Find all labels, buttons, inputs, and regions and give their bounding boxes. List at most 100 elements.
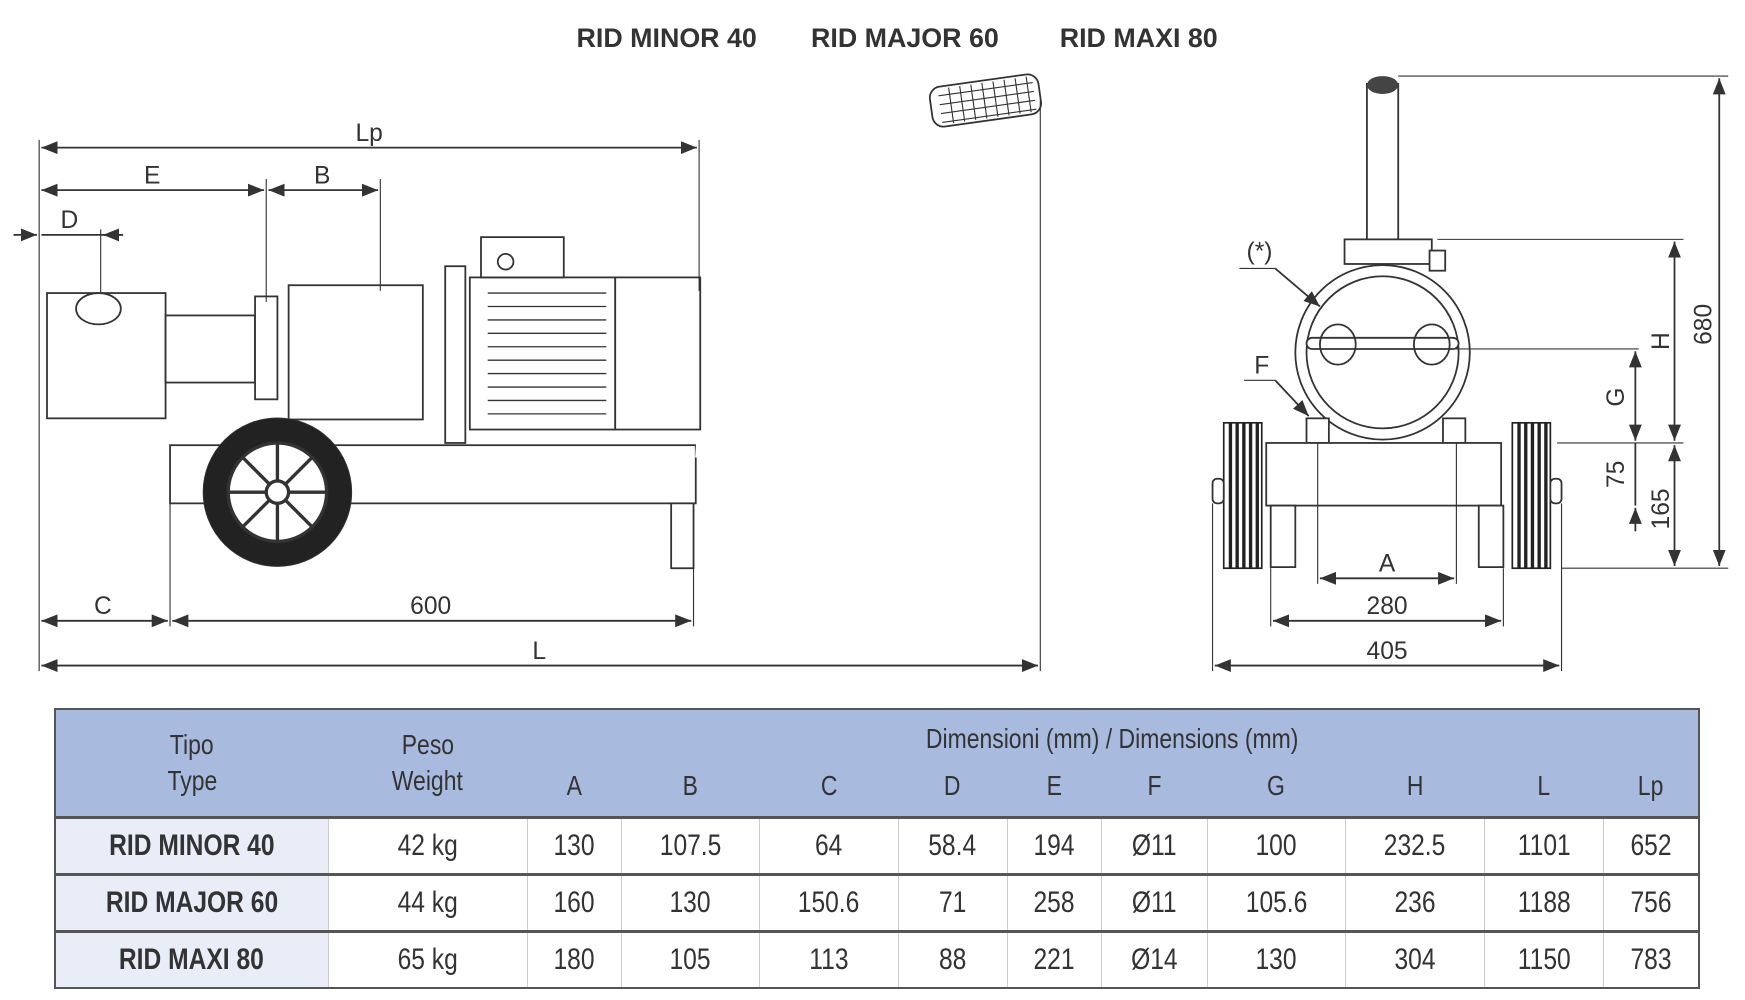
dim-cell: 130 xyxy=(526,816,622,875)
model-names: RID MINOR 40 RID MAJOR 60 RID MAXI 80 xyxy=(576,23,1217,53)
dim-label-c: C xyxy=(94,593,112,620)
dim-cell: 180 xyxy=(526,930,622,988)
dim-label-lp: Lp xyxy=(355,120,382,147)
trolley-base-front xyxy=(1265,442,1503,507)
weight-cell: 42 kg xyxy=(327,816,527,875)
table-row: RID MAJOR 60 44 kg 160 130 150.6 71 258 Ø11 105.… xyxy=(55,873,1699,932)
dim-cell: 105 xyxy=(620,930,760,988)
dim-column-header: B xyxy=(621,756,760,818)
dim-cell: 107.5 xyxy=(620,816,760,875)
dim-cell: 236 xyxy=(1345,873,1485,932)
dim-cell: 1150 xyxy=(1483,930,1604,988)
dim-label-g: G xyxy=(1603,388,1630,407)
dimensions-table: Tipo Type Peso Weight Dimensioni (mm) / … xyxy=(54,708,1700,989)
dim-cell: 160 xyxy=(526,873,622,932)
type-header-it: Tipo xyxy=(170,729,214,760)
dim-column-label: H xyxy=(1406,770,1424,801)
dim-column-header: L xyxy=(1484,756,1604,818)
dim-column-header: F xyxy=(1101,756,1208,818)
dim-column-header: A xyxy=(527,756,622,818)
side-view-dimensions: Lp E B D C 600 L xyxy=(13,100,1041,672)
dim-label-75: 75 xyxy=(1603,461,1630,488)
handle-grip xyxy=(928,73,1042,128)
dim-cell: Ø14 xyxy=(1100,930,1208,988)
dim-cell: 1101 xyxy=(1483,816,1604,875)
dim-column-label: C xyxy=(820,770,838,801)
dim-cell: 221 xyxy=(1006,930,1102,988)
side-view xyxy=(46,73,1042,570)
dim-cell: 783 xyxy=(1603,930,1699,988)
weight-cell: 44 kg xyxy=(327,873,527,932)
dim-label-f: F xyxy=(1254,353,1269,380)
front-view-dimensions: 680 H 165 G 75 A 280 405 (*) F xyxy=(1211,75,1729,672)
dim-column-header: C xyxy=(759,756,899,818)
dim-label-b: B xyxy=(314,162,330,189)
dim-cell: 105.6 xyxy=(1206,873,1346,932)
note-label-star: (*) xyxy=(1247,239,1273,266)
dim-cell: 100 xyxy=(1206,816,1346,875)
dim-column-label: F xyxy=(1147,770,1162,801)
dim-cell: Ø11 xyxy=(1100,816,1208,875)
dim-cell: 1188 xyxy=(1483,873,1604,932)
model-name: RID MAXI 80 xyxy=(1060,23,1218,53)
type-cell: RID MAXI 80 xyxy=(55,930,328,988)
dim-label-e: E xyxy=(144,162,160,189)
dim-cell: 150.6 xyxy=(759,873,899,932)
weight-cell: 65 kg xyxy=(327,930,527,988)
type-cell: RID MINOR 40 xyxy=(55,816,328,875)
dim-label-d: D xyxy=(60,207,78,234)
model-name: RID MINOR 40 xyxy=(576,23,756,53)
weight-header-en: Weight xyxy=(391,765,464,796)
dim-cell: 756 xyxy=(1603,873,1699,932)
gearbox xyxy=(287,284,424,421)
dim-column-header: D xyxy=(898,756,1008,818)
dim-cell: 194 xyxy=(1006,816,1102,875)
type-header: Tipo Type xyxy=(55,709,328,818)
type-header-en: Type xyxy=(167,765,217,796)
dim-cell: 58.4 xyxy=(897,816,1008,875)
dim-label-165: 165 xyxy=(1648,488,1675,529)
dim-label-h: H xyxy=(1648,332,1675,350)
dim-column-label: L xyxy=(1537,770,1551,801)
dim-column-label: D xyxy=(944,770,961,801)
dim-column-header: H xyxy=(1345,756,1485,818)
dim-column-header: E xyxy=(1007,756,1102,818)
dimensions-header: Dimensioni (mm) / Dimensions (mm) xyxy=(527,709,1699,756)
dim-column-label: G xyxy=(1267,770,1286,801)
dim-column-label: A xyxy=(566,770,582,801)
dim-cell: 88 xyxy=(897,930,1008,988)
dim-cell: 652 xyxy=(1603,816,1699,875)
dim-label-680: 680 xyxy=(1690,304,1717,345)
dim-label-a: A xyxy=(1379,551,1396,578)
dim-cell: 130 xyxy=(620,873,760,932)
dim-column-label: Lp xyxy=(1638,770,1664,801)
dim-cell: Ø11 xyxy=(1100,873,1208,932)
dim-label-l: L xyxy=(532,638,546,665)
dim-cell: 258 xyxy=(1006,873,1102,932)
dim-cell: 130 xyxy=(1206,930,1346,988)
table-row: RID MINOR 40 42 kg 130 107.5 64 58.4 194 Ø11 100… xyxy=(55,816,1699,875)
dimensions-header-text: Dimensioni (mm) / Dimensions (mm) xyxy=(926,723,1299,754)
dim-label-405: 405 xyxy=(1367,638,1408,665)
type-cell: RID MAJOR 60 xyxy=(55,873,328,932)
dim-column-header: G xyxy=(1207,756,1346,818)
weight-header-it: Peso xyxy=(401,729,454,760)
motor xyxy=(468,276,617,431)
dim-column-header: Lp xyxy=(1603,756,1699,818)
dim-column-label: E xyxy=(1046,770,1062,801)
model-name: RID MAJOR 60 xyxy=(811,23,999,53)
dim-cell: 64 xyxy=(759,816,899,875)
dim-cell: 304 xyxy=(1345,930,1485,988)
handle-tube xyxy=(1366,82,1400,242)
front-view xyxy=(1211,76,1563,570)
motor-face xyxy=(1294,264,1471,441)
table-row: RID MAXI 80 65 kg 180 105 113 88 221 Ø14 130 304 1… xyxy=(55,930,1699,988)
dim-column-label: B xyxy=(682,770,699,801)
dim-label-280: 280 xyxy=(1367,593,1408,620)
dim-cell: 232.5 xyxy=(1345,816,1485,875)
weight-header: Peso Weight xyxy=(328,709,527,818)
dim-cell: 71 xyxy=(897,873,1008,932)
dim-label-600: 600 xyxy=(410,593,451,620)
dim-cell: 113 xyxy=(759,930,899,988)
